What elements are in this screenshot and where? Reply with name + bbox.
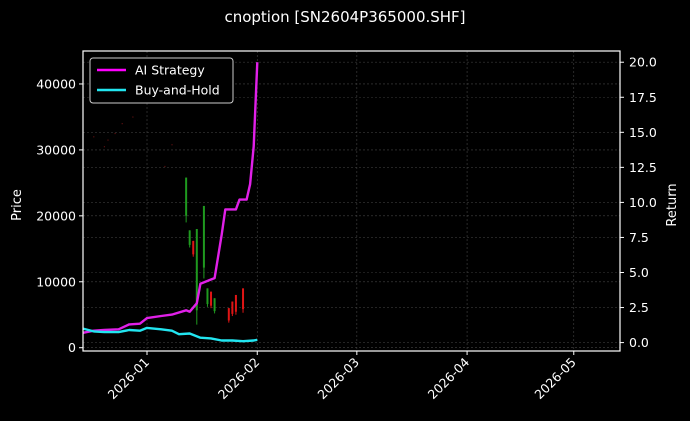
return-lines [82,62,259,343]
candle-body [206,288,209,305]
candle-body [242,288,245,310]
x-tick-label: 2026-01 [105,355,153,403]
legend-label-ai-strategy: AI Strategy [135,63,205,78]
candle-body [185,177,188,216]
candlesticks [185,177,245,325]
y-tick-label-left: 40000 [36,76,76,91]
y-axis-label-return: Return [665,183,680,226]
y-axis-right: 0.0 2.5 5.0 7.5 10.0 12.5 15.0 17.5 20.0 [620,55,657,350]
y-tick-label-right: 5.0 [629,265,649,280]
candle-body [210,291,213,306]
y-tick-label-right: 15.0 [629,125,657,140]
faint-point [107,139,109,141]
candle-body [231,301,234,314]
candle-body [195,229,198,311]
y-tick-label-left: 0 [68,340,76,355]
candle-body [188,230,191,245]
y-tick-label-right: 0.0 [629,335,649,350]
faint-point [164,165,166,168]
candle-body [213,298,216,312]
buy-and-hold-line [82,326,258,343]
candle-body [234,294,237,312]
y-tick-label-right: 10.0 [629,195,657,210]
faint-price-points [93,116,173,168]
candle-body [227,308,230,321]
y-tick-label-left: 20000 [36,208,76,223]
plot-frame [82,50,621,352]
y-axis-left: 0 10000 20000 30000 40000 [36,76,83,355]
faint-point [132,116,134,118]
y-tick-label-left: 10000 [36,274,76,289]
faint-point [121,123,123,125]
ai-strategy-line [82,62,259,334]
x-axis: 2026-01 2026-02 2026-03 2026-04 2026-05 [105,351,579,402]
legend-label-buy-and-hold: Buy-and-Hold [135,83,220,98]
y-tick-label-left: 30000 [36,142,76,157]
y-tick-label-right: 17.5 [629,90,657,105]
x-tick-label: 2026-04 [425,354,473,402]
faint-point [103,146,106,148]
legend: AI Strategy Buy-and-Hold [89,57,234,104]
faint-point [93,136,95,138]
y-axis-label-price: Price [10,189,25,221]
y-tick-label-right: 20.0 [629,55,657,70]
y-tick-label-right: 7.5 [629,230,649,245]
chart-title: cnoption [SN2604P365000.SHF] [224,8,466,26]
x-tick-label: 2026-03 [314,355,362,403]
y-tick-label-right: 2.5 [629,300,649,315]
x-tick-label: 2026-05 [531,355,579,403]
faint-point [171,144,173,146]
x-tick-label: 2026-02 [215,355,263,403]
faint-point [114,132,116,135]
candle-body [202,205,205,268]
candle-body [192,240,195,255]
y-tick-label-right: 12.5 [629,160,657,175]
